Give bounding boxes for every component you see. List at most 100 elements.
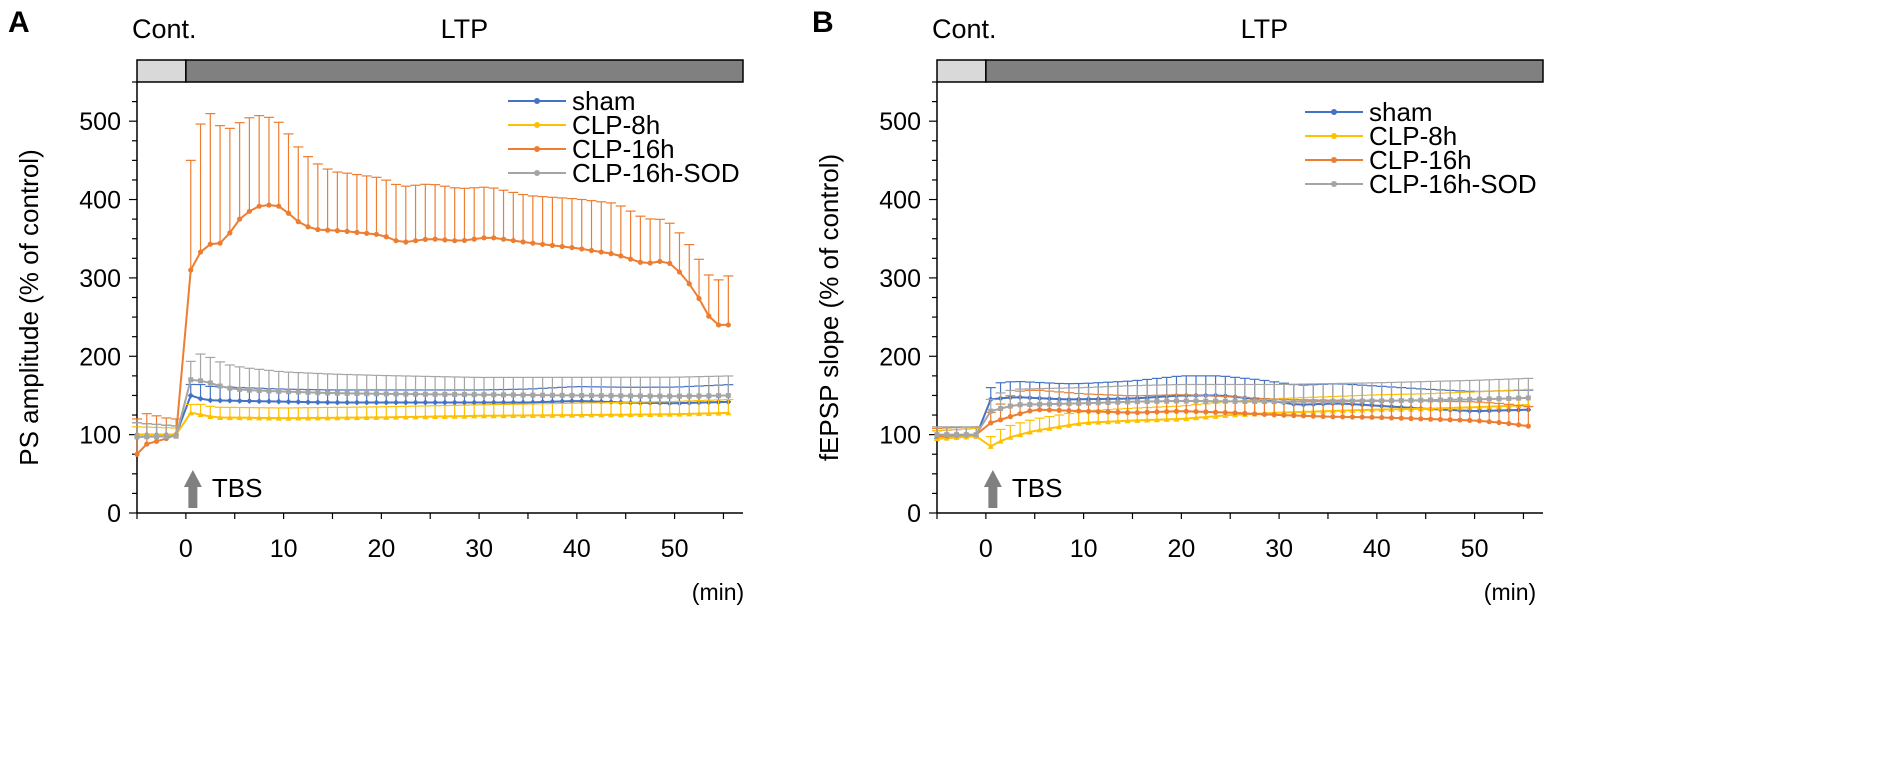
data-point bbox=[1408, 397, 1414, 403]
data-point bbox=[432, 399, 439, 406]
data-point bbox=[1515, 422, 1522, 428]
series-line bbox=[136, 378, 729, 438]
data-point bbox=[1124, 409, 1131, 416]
data-point bbox=[1105, 400, 1111, 406]
data-point bbox=[383, 391, 389, 397]
y-tick-label: 100 bbox=[879, 422, 921, 450]
arrow-up-icon bbox=[983, 470, 1002, 487]
data-point bbox=[1164, 398, 1170, 404]
data-point bbox=[988, 420, 994, 426]
legend-marker bbox=[534, 170, 540, 176]
data-point bbox=[403, 239, 409, 245]
data-point bbox=[295, 415, 302, 421]
data-point bbox=[441, 413, 448, 419]
data-point bbox=[314, 414, 321, 421]
x-tick-label: 10 bbox=[270, 535, 298, 563]
data-point bbox=[608, 411, 615, 418]
data-point bbox=[1056, 401, 1062, 407]
data-point bbox=[471, 399, 478, 406]
data-point bbox=[715, 410, 722, 416]
data-point bbox=[686, 281, 692, 287]
data-point bbox=[1222, 398, 1228, 404]
x-tick-label: 10 bbox=[1070, 535, 1098, 563]
data-point bbox=[1124, 417, 1131, 424]
data-point bbox=[1271, 399, 1277, 405]
data-point bbox=[1242, 410, 1248, 416]
data-point bbox=[998, 406, 1004, 412]
arrow-shaft bbox=[188, 486, 198, 508]
data-point bbox=[1486, 396, 1492, 402]
data-point bbox=[696, 295, 702, 302]
data-point bbox=[1349, 414, 1356, 420]
legend-label: sham bbox=[1369, 97, 1433, 127]
data-point bbox=[364, 391, 370, 397]
data-point bbox=[413, 391, 419, 397]
data-point bbox=[579, 246, 585, 252]
data-point bbox=[422, 391, 428, 397]
data-point bbox=[188, 377, 194, 383]
data-point bbox=[1173, 408, 1180, 414]
data-point bbox=[1017, 402, 1023, 408]
data-point bbox=[1115, 409, 1121, 415]
data-point bbox=[217, 414, 224, 420]
data-point bbox=[1007, 434, 1014, 440]
data-point bbox=[237, 386, 243, 392]
data-point bbox=[598, 411, 605, 418]
x-tick-label: 50 bbox=[1461, 535, 1489, 563]
data-point bbox=[657, 393, 663, 399]
data-point bbox=[481, 392, 487, 398]
data-point bbox=[1476, 418, 1483, 424]
data-point bbox=[173, 433, 179, 439]
x-tick-label: 20 bbox=[1167, 535, 1195, 563]
data-point bbox=[1037, 407, 1043, 413]
data-point bbox=[471, 236, 477, 242]
data-point bbox=[1203, 409, 1209, 415]
data-point bbox=[696, 393, 702, 399]
data-point bbox=[402, 399, 409, 406]
data-point bbox=[1457, 417, 1463, 423]
data-point bbox=[1065, 422, 1072, 428]
data-point bbox=[1153, 416, 1160, 423]
data-point bbox=[1388, 415, 1395, 421]
phase-bar-cont bbox=[936, 59, 987, 83]
data-point bbox=[1134, 399, 1140, 405]
legend-marker bbox=[1331, 133, 1337, 139]
data-point bbox=[344, 414, 351, 421]
data-point bbox=[716, 393, 722, 399]
data-point bbox=[559, 412, 566, 418]
data-point bbox=[134, 451, 140, 457]
data-point bbox=[451, 399, 458, 406]
panel-a: A Cont. LTP 0 100 200 300 400 500 0 10 20 30 40 50(min… bbox=[8, 6, 744, 605]
data-point bbox=[236, 397, 243, 404]
data-point bbox=[266, 388, 272, 394]
data-point bbox=[1095, 419, 1102, 425]
phase-bar-ltp bbox=[185, 59, 744, 83]
data-point bbox=[1310, 413, 1316, 419]
data-point bbox=[154, 434, 160, 440]
data-point bbox=[334, 414, 341, 421]
data-point bbox=[510, 412, 517, 419]
data-point bbox=[265, 398, 272, 405]
data-point bbox=[393, 414, 400, 420]
data-point bbox=[1300, 413, 1307, 419]
data-point bbox=[163, 433, 169, 439]
data-point bbox=[334, 228, 340, 234]
data-point bbox=[666, 411, 673, 417]
data-point bbox=[1496, 396, 1502, 402]
data-point bbox=[1183, 415, 1190, 422]
legend-label: CLP-16h-SOD bbox=[1369, 169, 1537, 199]
data-point bbox=[227, 385, 233, 391]
data-point bbox=[373, 231, 380, 237]
data-point bbox=[997, 417, 1004, 423]
series-clp-8h bbox=[132, 398, 734, 438]
data-point bbox=[144, 441, 150, 447]
data-point bbox=[1027, 402, 1033, 408]
arrow-shaft bbox=[988, 486, 998, 508]
legend-marker bbox=[1331, 157, 1337, 163]
data-point bbox=[256, 203, 262, 209]
data-point bbox=[1027, 408, 1033, 414]
data-point bbox=[197, 411, 204, 418]
data-point bbox=[286, 389, 291, 395]
data-point bbox=[1418, 416, 1424, 422]
